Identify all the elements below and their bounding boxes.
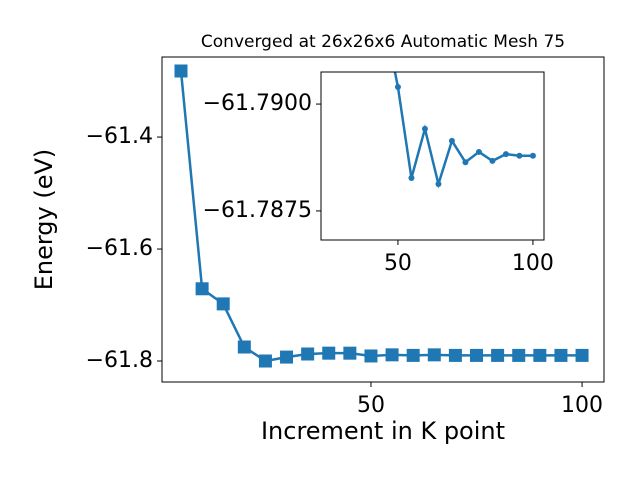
- marker: [343, 346, 357, 360]
- marker: [408, 175, 415, 182]
- y-axis-label: Energy (eV): [30, 149, 58, 291]
- marker: [489, 157, 496, 164]
- marker: [470, 348, 484, 362]
- marker: [216, 297, 230, 311]
- marker: [516, 152, 523, 159]
- x-axis-label: Increment in K point: [261, 417, 505, 445]
- marker: [421, 125, 428, 132]
- marker: [427, 348, 441, 362]
- marker: [174, 64, 188, 78]
- marker: [301, 347, 315, 361]
- marker: [322, 346, 336, 360]
- y-tick-label: −61.7875: [203, 198, 312, 223]
- marker: [491, 348, 505, 362]
- axes-frame: [320, 71, 545, 241]
- marker: [533, 348, 547, 362]
- marker: [280, 350, 294, 364]
- y-tick-label: −61.4: [86, 124, 153, 149]
- marker: [502, 151, 509, 158]
- x-tick-label: 50: [357, 393, 385, 418]
- marker: [406, 348, 420, 362]
- marker: [448, 137, 455, 144]
- marker: [554, 348, 568, 362]
- marker: [435, 181, 442, 187]
- marker: [529, 152, 536, 159]
- x-tick-label: 100: [512, 251, 554, 276]
- series-group: [381, 17, 536, 189]
- axes-frame: [161, 56, 605, 383]
- y-tick-label: −61.7900: [203, 91, 312, 116]
- y-tick-label: −61.8: [86, 348, 153, 373]
- marker: [237, 340, 251, 354]
- x-tick-label: 50: [384, 251, 412, 276]
- marker: [475, 148, 482, 155]
- marker: [258, 354, 272, 368]
- marker: [575, 348, 589, 362]
- marker: [394, 83, 401, 90]
- marker: [364, 349, 378, 363]
- marker: [462, 159, 469, 166]
- chart-title: Converged at 26x26x6 Automatic Mesh 75: [201, 32, 565, 52]
- marker: [381, 17, 387, 23]
- marker: [448, 348, 462, 362]
- marker: [512, 348, 526, 362]
- x-tick-label: 100: [561, 393, 603, 418]
- marker: [195, 282, 209, 296]
- series-group: [174, 64, 589, 368]
- y-tick-label: −61.6: [86, 236, 153, 261]
- marker: [385, 348, 399, 362]
